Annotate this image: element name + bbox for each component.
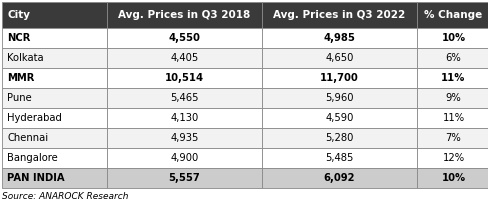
Text: Avg. Prices in Q3 2018: Avg. Prices in Q3 2018 <box>119 10 251 20</box>
Bar <box>107 108 262 128</box>
Text: 7%: 7% <box>446 133 461 143</box>
Bar <box>107 148 262 168</box>
Bar <box>107 168 262 188</box>
Bar <box>2 148 107 168</box>
Bar <box>107 68 262 88</box>
Bar <box>2 168 107 188</box>
Bar <box>262 128 417 148</box>
Bar <box>262 68 417 88</box>
Text: 4,900: 4,900 <box>170 153 199 163</box>
Text: 6,092: 6,092 <box>324 173 355 183</box>
Bar <box>107 2 262 28</box>
Text: City: City <box>7 10 30 20</box>
Text: 12%: 12% <box>443 153 465 163</box>
Bar <box>2 68 107 88</box>
Bar <box>2 108 107 128</box>
Text: Chennai: Chennai <box>7 133 48 143</box>
Text: Source: ANAROCK Research: Source: ANAROCK Research <box>2 192 128 201</box>
Bar <box>2 88 107 108</box>
Text: 4,550: 4,550 <box>168 33 201 43</box>
Bar <box>262 2 417 28</box>
Text: 11%: 11% <box>441 73 466 83</box>
Text: 10%: 10% <box>442 33 466 43</box>
Bar <box>417 28 488 48</box>
Text: Avg. Prices in Q3 2022: Avg. Prices in Q3 2022 <box>273 10 406 20</box>
Bar <box>417 108 488 128</box>
Bar <box>417 148 488 168</box>
Bar <box>417 68 488 88</box>
Bar <box>262 108 417 128</box>
Bar <box>417 2 488 28</box>
Text: 11,700: 11,700 <box>320 73 359 83</box>
Bar <box>417 168 488 188</box>
Text: MMR: MMR <box>7 73 34 83</box>
Bar <box>262 28 417 48</box>
Text: 4,985: 4,985 <box>324 33 355 43</box>
Bar <box>107 128 262 148</box>
Text: 4,935: 4,935 <box>170 133 199 143</box>
Bar <box>262 88 417 108</box>
Text: 4,405: 4,405 <box>170 53 199 63</box>
Bar <box>417 88 488 108</box>
Bar <box>107 88 262 108</box>
Text: 6%: 6% <box>446 53 461 63</box>
Text: 5,557: 5,557 <box>169 173 201 183</box>
Bar <box>107 28 262 48</box>
Text: % Change: % Change <box>425 10 483 20</box>
Text: 4,130: 4,130 <box>170 113 199 123</box>
Text: 5,485: 5,485 <box>325 153 354 163</box>
Text: Bangalore: Bangalore <box>7 153 58 163</box>
Bar <box>107 48 262 68</box>
Text: Kolkata: Kolkata <box>7 53 43 63</box>
Text: PAN INDIA: PAN INDIA <box>7 173 64 183</box>
Text: 10,514: 10,514 <box>165 73 204 83</box>
Text: 4,650: 4,650 <box>325 53 354 63</box>
Bar <box>2 28 107 48</box>
Text: 5,280: 5,280 <box>325 133 354 143</box>
Text: 4,590: 4,590 <box>325 113 354 123</box>
Bar <box>2 2 107 28</box>
Text: 5,960: 5,960 <box>325 93 354 103</box>
Bar <box>2 128 107 148</box>
Bar <box>262 168 417 188</box>
Text: Pune: Pune <box>7 93 32 103</box>
Text: 10%: 10% <box>442 173 466 183</box>
Text: 9%: 9% <box>446 93 461 103</box>
Text: 11%: 11% <box>443 113 465 123</box>
Text: Hyderabad: Hyderabad <box>7 113 62 123</box>
Bar <box>262 48 417 68</box>
Bar <box>2 48 107 68</box>
Bar <box>417 128 488 148</box>
Text: NCR: NCR <box>7 33 30 43</box>
Text: 5,465: 5,465 <box>170 93 199 103</box>
Bar <box>262 148 417 168</box>
Bar <box>417 48 488 68</box>
